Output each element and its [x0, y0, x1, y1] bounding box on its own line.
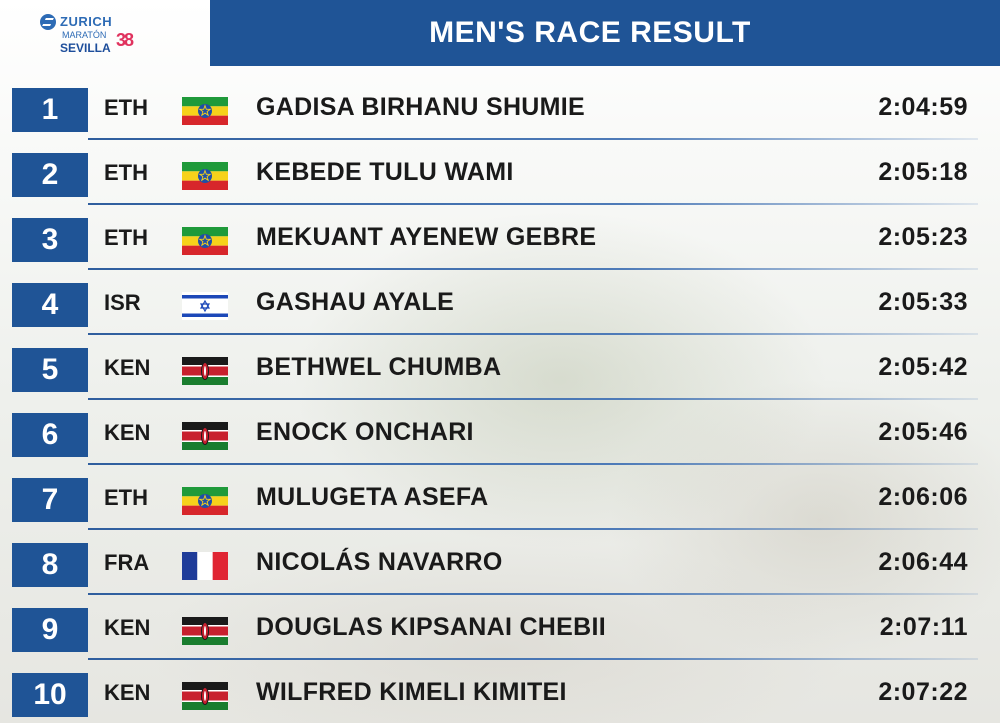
runner-name: GASHAU AYALE: [256, 288, 455, 316]
row-divider: [88, 268, 978, 270]
zurich-logo-icon: [40, 14, 56, 30]
rank-badge: 3: [12, 218, 88, 262]
row-divider: [88, 593, 978, 595]
ethiopia-flag-icon: [182, 162, 228, 190]
runner-name: MULUGETA ASEFA: [256, 483, 489, 511]
country-code: KEN: [104, 420, 151, 445]
row-divider: [88, 203, 978, 205]
runner-name: DOUGLAS KIPSANAI CHEBII: [256, 613, 606, 641]
rank-badge: 9: [12, 608, 88, 652]
country-code: ETH: [104, 225, 148, 250]
finish-time: 2:07:11: [879, 613, 968, 641]
row-divider: [88, 138, 978, 140]
page-title: MEN'S RACE RESULT: [429, 16, 751, 49]
kenya-flag-icon: [182, 682, 228, 710]
ethiopia-flag-icon: [182, 487, 228, 515]
result-row: 4 ISR GASHAU AYALE 2:05:33: [0, 273, 1000, 335]
result-row: 9 KEN DOUGLAS KIPSANAI CHEBII 2:07:11: [0, 598, 1000, 660]
runner-name: MEKUANT AYENEW GEBRE: [256, 223, 597, 251]
row-divider: [88, 398, 978, 400]
israel-flag-icon: [182, 292, 228, 320]
row-divider: [88, 463, 978, 465]
runner-name: GADISA BIRHANU SHUMIE: [256, 93, 585, 121]
logo-edition-mark: 38: [116, 30, 134, 50]
country-code: KEN: [104, 355, 151, 380]
finish-time: 2:05:46: [878, 418, 968, 446]
result-row: 5 KEN BETHWEL CHUMBA 2:05:42: [0, 338, 1000, 400]
result-row: 10 KEN WILFRED KIMELI KIMITEI 2:07:22: [0, 663, 1000, 723]
logo-line-3: SEVILLA: [60, 41, 111, 55]
country-code: ETH: [104, 95, 148, 120]
row-divider: [88, 528, 978, 530]
finish-time: 2:05:42: [878, 353, 968, 381]
country-code: ISR: [104, 290, 141, 315]
rank-badge: 5: [12, 348, 88, 392]
finish-time: 2:05:23: [878, 223, 968, 251]
result-row: 6 KEN ENOCK ONCHARI 2:05:46: [0, 403, 1000, 465]
finish-time: 2:05:33: [878, 288, 968, 316]
finish-time: 2:06:44: [878, 548, 968, 576]
logo-line-2: MARATÓN: [62, 30, 107, 40]
result-row: 1 ETH GADISA BIRHANU SHUMIE 2:04:59: [0, 78, 1000, 140]
runner-name: NICOLÁS NAVARRO: [256, 548, 503, 576]
country-code: FRA: [104, 550, 150, 575]
row-divider: [88, 333, 978, 335]
finish-time: 2:06:06: [878, 483, 968, 511]
title-bar: MEN'S RACE RESULT: [210, 0, 1000, 66]
finish-time: 2:07:22: [878, 678, 968, 706]
country-code: KEN: [104, 680, 151, 705]
result-row: 7 ETH MULUGETA ASEFA 2:06:06: [0, 468, 1000, 530]
finish-time: 2:05:18: [878, 158, 968, 186]
runner-name: BETHWEL CHUMBA: [256, 353, 502, 381]
zurich-maraton-sevilla-logo: ZURICH MARATÓN SEVILLA 38: [14, 6, 204, 62]
runner-name: KEBEDE TULU WAMI: [256, 158, 514, 186]
france-flag-icon: [182, 552, 228, 580]
country-code: KEN: [104, 615, 151, 640]
country-code: ETH: [104, 485, 148, 510]
kenya-flag-icon: [182, 422, 228, 450]
ethiopia-flag-icon: [182, 227, 228, 255]
rank-badge: 6: [12, 413, 88, 457]
rank-badge: 4: [12, 283, 88, 327]
kenya-flag-icon: [182, 357, 228, 385]
rank-badge: 8: [12, 543, 88, 587]
row-divider: [88, 658, 978, 660]
runner-name: ENOCK ONCHARI: [256, 418, 474, 446]
ethiopia-flag-icon: [182, 97, 228, 125]
logo-line-1: ZURICH: [60, 14, 113, 29]
result-row: 3 ETH MEKUANT AYENEW GEBRE 2:05:23: [0, 208, 1000, 270]
rank-badge: 10: [12, 673, 88, 717]
result-row: 2 ETH KEBEDE TULU WAMI 2:05:18: [0, 143, 1000, 205]
runner-name: WILFRED KIMELI KIMITEI: [256, 678, 567, 706]
country-code: ETH: [104, 160, 148, 185]
rank-badge: 2: [12, 153, 88, 197]
finish-time: 2:04:59: [878, 93, 968, 121]
rank-badge: 7: [12, 478, 88, 522]
kenya-flag-icon: [182, 617, 228, 645]
rank-badge: 1: [12, 88, 88, 132]
result-row: 8 FRA NICOLÁS NAVARRO 2:06:44: [0, 533, 1000, 595]
